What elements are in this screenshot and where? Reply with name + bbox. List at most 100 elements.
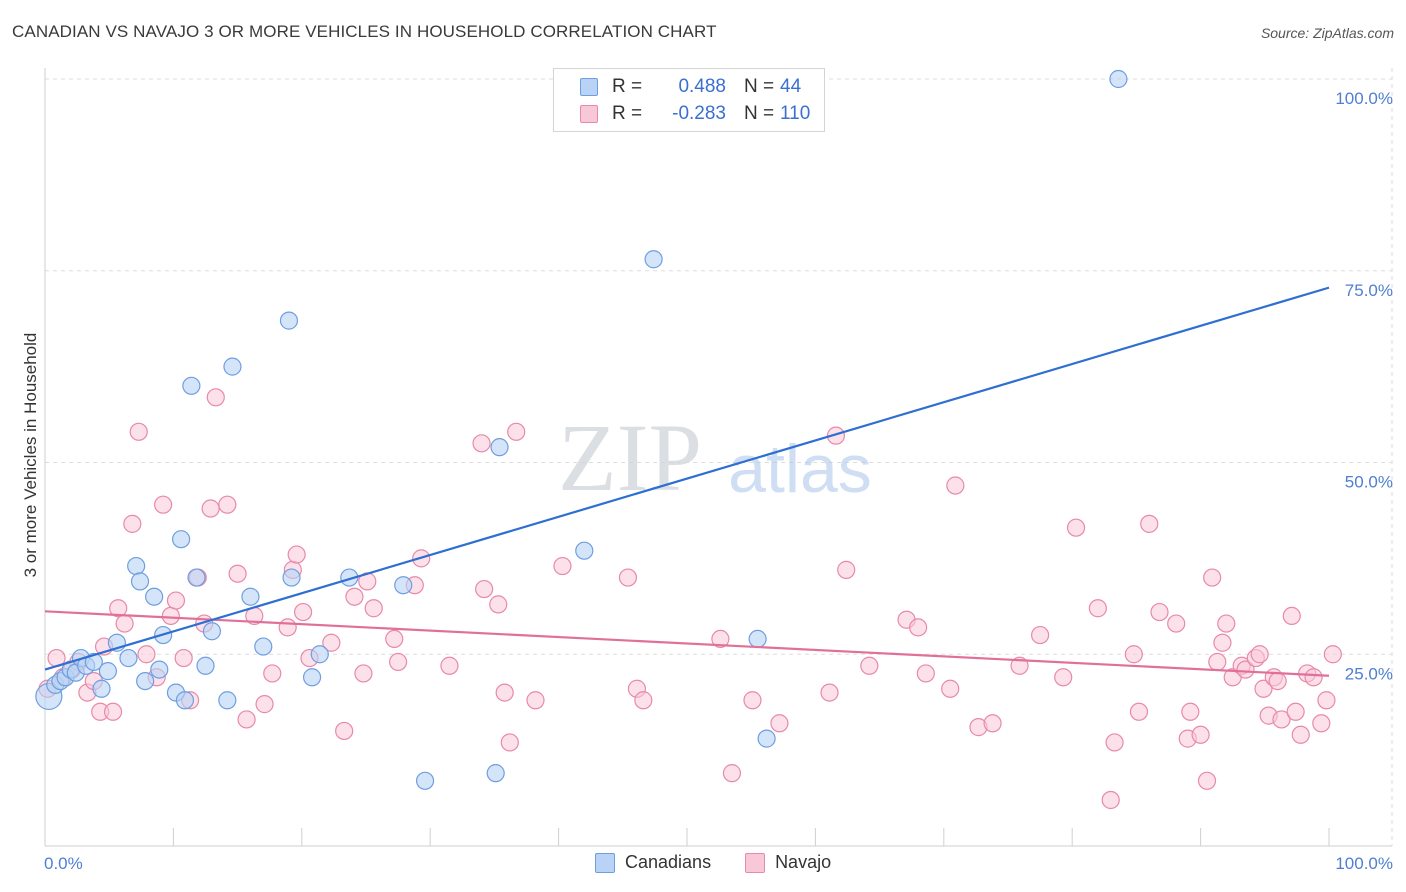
navajo-point: [1304, 668, 1323, 687]
navajo-point: [237, 710, 256, 729]
navajo-point: [1140, 514, 1159, 533]
navajo-point: [1105, 733, 1124, 752]
source-note: Source: ZipAtlas.com: [1260, 25, 1394, 41]
canadians-point: [145, 587, 164, 606]
navajo-point: [278, 618, 297, 637]
canadians-trend-line: [44, 286, 1330, 671]
navajo-point: [287, 545, 306, 564]
canadians-point: [394, 576, 413, 595]
canadians-point: [644, 250, 663, 269]
canadians-point: [130, 572, 150, 591]
y-tick-label: 25.0%: [1345, 664, 1393, 683]
legend-item-canadians[interactable]: Canadians: [595, 852, 711, 873]
canadians-point: [187, 568, 206, 587]
trend-lines: [44, 286, 1330, 677]
navajo-point: [293, 602, 313, 622]
navajo-point: [1197, 771, 1217, 790]
canadians-r-value: 0.488: [678, 76, 726, 97]
axes: [44, 68, 1393, 847]
legend-item-navajo[interactable]: Navajo: [745, 852, 831, 873]
canadians-point: [150, 660, 169, 679]
navajo-point: [1250, 645, 1269, 664]
legend-row-navajo: R = -0.283 N = 110: [580, 103, 810, 125]
navajo-point: [322, 633, 341, 652]
navajo-point: [103, 702, 123, 721]
navajo-r-value: -0.283: [672, 103, 726, 124]
navajo-point: [1101, 790, 1120, 810]
canadians-point: [282, 568, 301, 587]
canadians-legend-swatch: [595, 852, 615, 873]
navajo-point: [1203, 568, 1222, 587]
navajo-point: [1254, 679, 1273, 698]
navajo-point: [472, 434, 491, 453]
navajo-swatch: [580, 105, 598, 123]
navajo-point: [385, 629, 404, 649]
navajo-point: [345, 587, 364, 606]
navajo-point: [1236, 660, 1255, 679]
navajo-point: [335, 721, 354, 741]
navajo-point: [500, 733, 519, 752]
canadians-swatch: [580, 78, 598, 96]
navajo-point: [507, 422, 526, 441]
navajo-point: [137, 645, 156, 664]
navajo-point: [1066, 518, 1086, 537]
navajo-point: [475, 579, 494, 599]
canadians-point: [748, 629, 767, 649]
watermark-atlas: atlas: [728, 431, 872, 507]
canadians-point: [182, 376, 201, 395]
canadians-point: [84, 652, 103, 672]
navajo-point: [1286, 702, 1305, 721]
navajo-point: [1317, 691, 1336, 710]
navajo-point: [364, 599, 383, 618]
navajo-point: [218, 495, 237, 514]
navajo-point: [711, 629, 730, 649]
navajo-point: [1124, 645, 1143, 664]
navajo-legend-swatch: [745, 852, 766, 873]
grid: [45, 78, 1392, 655]
navajo-point: [206, 388, 225, 407]
navajo-point: [618, 568, 638, 587]
navajo-point: [1312, 714, 1331, 733]
y-tick-label: 100.0%: [1335, 89, 1393, 108]
navajo-n-value: 110: [780, 103, 811, 124]
navajo-point: [820, 683, 839, 702]
canadians-point: [136, 671, 155, 691]
navajo-point: [1268, 671, 1287, 691]
navajo-point: [946, 476, 965, 495]
navajo-point: [837, 560, 856, 579]
r-label: R =: [612, 103, 643, 124]
navajo-point: [201, 499, 220, 518]
navajo-point: [166, 591, 186, 610]
canadians-point: [279, 311, 299, 330]
canadians-point: [196, 656, 215, 675]
navajo-point: [860, 656, 879, 675]
navajo-point: [489, 595, 508, 614]
navajo-point: [916, 664, 935, 683]
navajo-point: [1217, 614, 1236, 633]
navajo-point: [255, 695, 274, 714]
chart-title: CANADIAN VS NAVAJO 3 OR MORE VEHICLES IN…: [12, 22, 717, 41]
canadians-point: [172, 530, 191, 549]
navajo-point: [161, 606, 180, 626]
navajo-point: [941, 679, 960, 698]
x-tick-label: 100.0%: [1335, 854, 1393, 873]
navajo-point: [1272, 710, 1291, 729]
navajo-point: [109, 599, 128, 618]
watermark-zip: ZIP: [558, 404, 702, 511]
navajo-point: [909, 618, 928, 637]
canadians-point: [254, 637, 273, 656]
navajo-point: [983, 714, 1002, 733]
canadians-point: [223, 357, 242, 376]
navajo-point: [1282, 606, 1301, 626]
correlation-legend: R = 0.488 N = 44 R = -0.283 N = 110: [553, 68, 825, 132]
y-tick-label: 50.0%: [1345, 473, 1393, 492]
navajo-point: [129, 422, 148, 441]
y-tick-label: 75.0%: [1345, 281, 1393, 300]
n-label: N =: [744, 103, 775, 124]
navajo-point: [123, 514, 142, 533]
navajo-point: [1054, 668, 1073, 687]
navajo-point: [634, 691, 653, 710]
canadians-point: [302, 668, 322, 687]
watermark: ZIP atlas: [558, 404, 872, 511]
series-legend: Canadians Navajo: [595, 852, 865, 873]
